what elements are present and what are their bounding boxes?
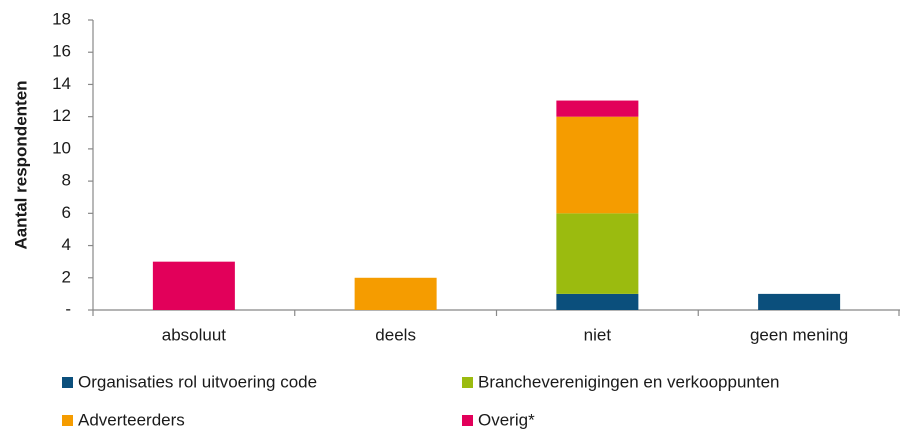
legend-swatch [462, 415, 473, 426]
bar-segment [354, 277, 437, 310]
bar-segment [556, 116, 639, 214]
y-tick-label: 6 [62, 203, 71, 222]
y-tick-label: 12 [52, 106, 71, 125]
x-tick-label: niet [584, 325, 612, 344]
legend-label: Adverteerders [78, 410, 185, 429]
legend-label: Organisaties rol uitvoering code [78, 372, 317, 391]
y-tick-label: 2 [62, 267, 71, 286]
y-tick-label: 8 [62, 171, 71, 190]
bar-segment [152, 261, 235, 310]
x-tick-label: absoluut [162, 325, 227, 344]
bar-segment [556, 213, 639, 294]
x-tick-label: deels [375, 325, 416, 344]
bar-segment [556, 293, 639, 310]
legend-swatch [62, 415, 73, 426]
legend-swatch [462, 377, 473, 388]
x-tick-label: geen mening [750, 325, 848, 344]
bar-segment [556, 100, 639, 117]
y-tick-label: 18 [52, 9, 71, 28]
y-tick-label: - [65, 299, 71, 318]
y-tick-label: 14 [52, 74, 71, 93]
y-axis-label: Aantal respondenten [11, 80, 30, 249]
legend-label: Brancheverenigingen en verkooppunten [478, 372, 780, 391]
legend-swatch [62, 377, 73, 388]
y-tick-label: 10 [52, 138, 71, 157]
legend-label: Overig* [478, 410, 535, 429]
bar-segment [758, 293, 841, 310]
y-tick-label: 16 [52, 42, 71, 61]
y-tick-label: 4 [62, 235, 71, 254]
